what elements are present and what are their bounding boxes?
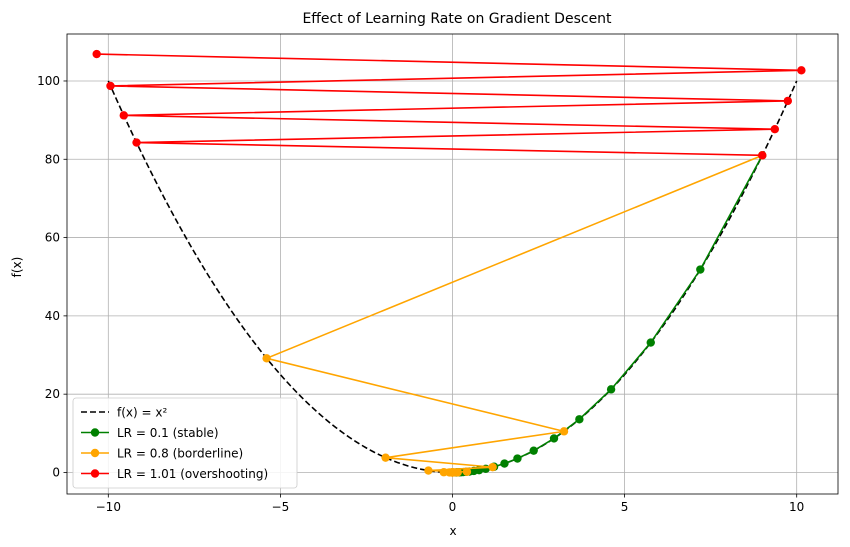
series-layer [92,49,806,477]
legend-label: LR = 0.8 (borderline) [117,447,243,461]
x-tick-label: −10 [96,500,121,514]
data-point [92,49,101,59]
data-point [132,138,141,147]
data-point [575,415,584,424]
series-2 [92,49,806,160]
data-point [646,338,655,347]
y-tick-label: 60 [45,231,60,245]
data-point [758,151,767,160]
legend-marker [90,448,100,458]
legend-marker [90,428,100,437]
y-tick-label: 40 [45,309,60,323]
data-point [529,446,538,455]
data-point [262,354,271,363]
data-point [770,125,780,134]
y-tick-label: 0 [52,465,60,479]
series-line [96,53,802,157]
y-tick-label: 20 [45,387,60,401]
y-tick-label: 80 [45,152,60,166]
data-point [448,468,457,477]
y-axis-label: f(x) [10,257,24,278]
x-tick-label: 0 [449,500,457,514]
legend-item: f(x) = x² [81,406,167,420]
data-point [424,466,433,475]
legend-marker [90,469,100,478]
series-1 [262,151,767,477]
legend-box [72,397,298,489]
grid [67,34,838,494]
data-point [500,459,509,468]
legend-item: LR = 0.8 (borderline) [81,447,243,461]
data-point [381,453,390,462]
data-point [696,265,705,274]
legend-item: LR = 1.01 (overshooting) [81,467,268,481]
data-point [462,467,472,476]
data-point [783,96,793,106]
x-tick-label: 10 [789,500,804,514]
data-point [559,427,569,436]
data-point [106,81,115,91]
x-tick-label: −5 [272,500,290,514]
data-point [488,462,497,472]
legend-label: f(x) = x² [117,406,167,420]
legend: f(x) = x² LR = 0.1 (stable) LR = 0.8 (bord… [72,397,298,489]
y-tick-label: 100 [37,74,60,88]
legend-item: LR = 0.1 (stable) [81,426,219,440]
x-axis-label: x [449,524,456,538]
x-tick-label: 5 [621,500,629,514]
chart-title: Effect of Learning Rate on Gradient Desc… [302,11,612,27]
data-point [606,385,616,394]
data-point [797,66,806,75]
data-point [513,454,522,463]
legend-label: LR = 1.01 (overshooting) [117,467,268,481]
data-point [549,434,559,443]
data-point [119,111,128,120]
legend-label: LR = 0.1 (stable) [117,426,219,440]
